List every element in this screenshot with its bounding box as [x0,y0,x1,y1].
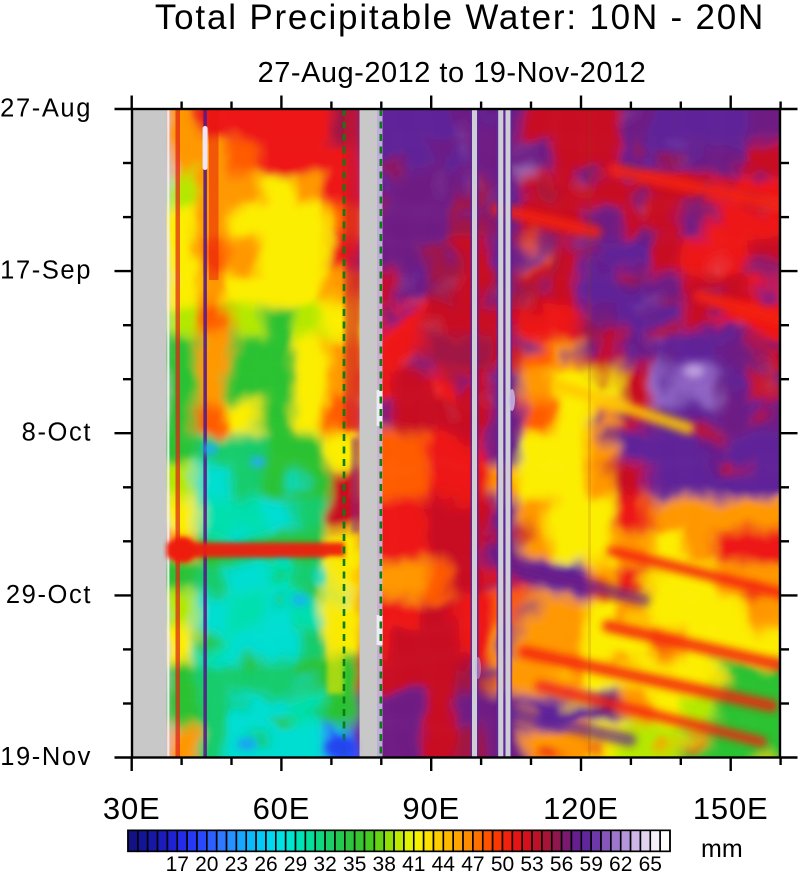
svg-text:23: 23 [225,853,248,872]
svg-text:53: 53 [520,853,543,872]
svg-text:32: 32 [313,853,336,872]
svg-text:29-Oct: 29-Oct [6,581,92,609]
svg-text:44: 44 [432,853,456,872]
svg-text:60E: 60E [253,791,311,826]
svg-text:17-Sep: 17-Sep [0,257,92,285]
svg-text:38: 38 [373,853,396,872]
svg-text:90E: 90E [402,791,460,826]
svg-text:50: 50 [491,853,514,872]
svg-text:26: 26 [254,853,277,872]
svg-text:65: 65 [639,853,662,872]
svg-text:47: 47 [461,853,484,872]
svg-text:56: 56 [550,853,573,872]
svg-text:41: 41 [402,853,425,872]
svg-text:35: 35 [343,853,366,872]
svg-text:Total Precipitable Water: 10N: Total Precipitable Water: 10N - 20N [155,0,765,37]
svg-text:mm: mm [701,835,743,863]
svg-text:30E: 30E [103,791,161,826]
svg-text:19-Nov: 19-Nov [0,743,92,771]
svg-text:27-Aug: 27-Aug [0,95,92,123]
svg-text:27-Aug-2012 to 19-Nov-2012: 27-Aug-2012 to 19-Nov-2012 [258,57,647,89]
svg-text:17: 17 [166,853,189,872]
svg-text:150E: 150E [693,791,769,826]
svg-text:8-Oct: 8-Oct [22,419,92,447]
svg-text:120E: 120E [543,791,619,826]
svg-text:20: 20 [195,853,218,872]
svg-text:62: 62 [609,853,632,872]
svg-text:29: 29 [284,853,307,872]
svg-text:59: 59 [580,853,603,872]
